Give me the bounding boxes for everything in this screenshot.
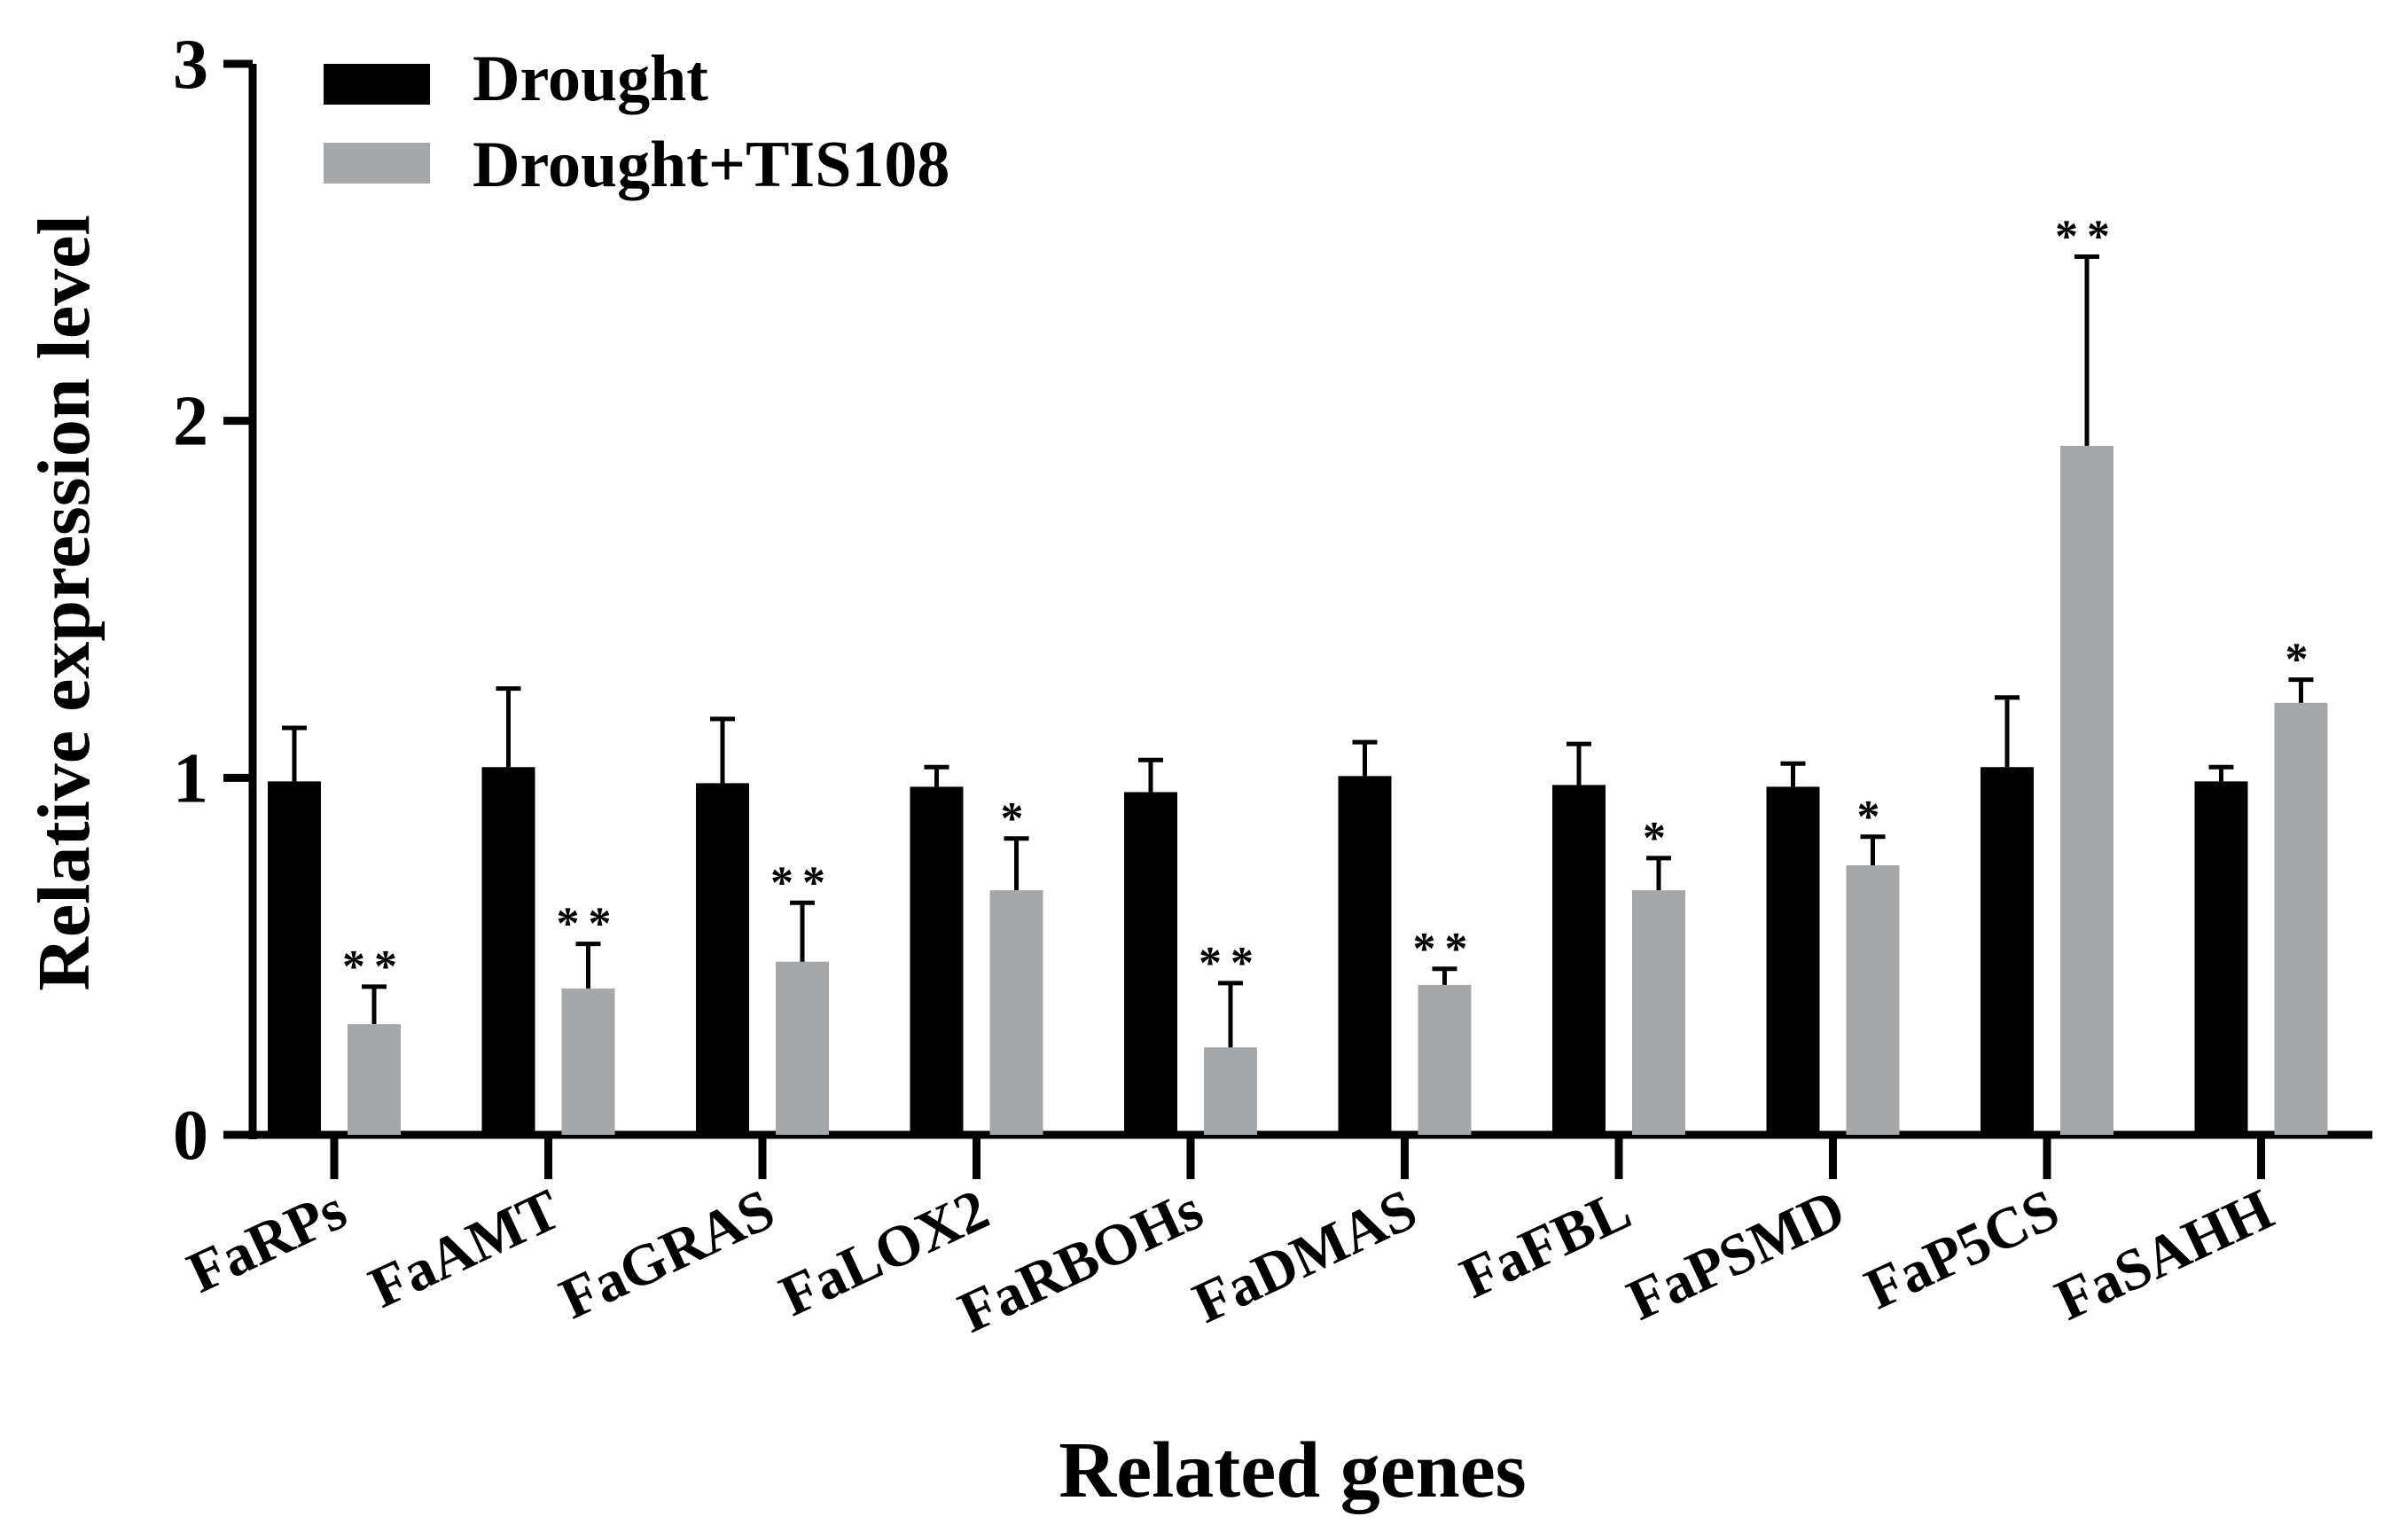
legend-swatch-drought [324, 64, 430, 105]
significance-label: * [1643, 813, 1675, 864]
x-tick-label: FaSAHH [2046, 1176, 2283, 1333]
bar [1418, 984, 1472, 1135]
y-tick-label: 0 [173, 1097, 208, 1175]
significance-label: ** [770, 857, 834, 908]
bar [989, 890, 1043, 1135]
bar [1552, 785, 1606, 1135]
bar [2060, 445, 2113, 1135]
bar [2274, 702, 2328, 1135]
y-tick-label: 1 [173, 739, 208, 817]
x-axis-title: Related genes [1059, 1427, 1526, 1514]
bar [910, 786, 964, 1135]
bar [1981, 767, 2034, 1135]
legend-swatch-drought-tis108 [324, 143, 430, 184]
bar [2194, 781, 2248, 1135]
bar [696, 783, 749, 1135]
y-axis: 0 1 2 3 [173, 26, 257, 1175]
significance-label: ** [2055, 211, 2119, 262]
bar [1766, 786, 1820, 1135]
x-tick-label: FaRPs [178, 1176, 355, 1305]
significance-label: * [1001, 793, 1033, 844]
bars: ********* *** **** [268, 211, 2328, 1135]
significance-label: ** [1199, 938, 1262, 989]
x-tick-label: FaRBOHs [949, 1176, 1213, 1345]
bar [1124, 792, 1177, 1135]
bar [1204, 1047, 1257, 1135]
y-axis-title: Relative expression level [23, 215, 105, 991]
significance-label: * [2285, 635, 2317, 685]
bar [1338, 776, 1392, 1135]
significance-label: ** [557, 899, 621, 950]
x-tick-label: FaP5CS [1856, 1176, 2068, 1322]
bar [776, 961, 829, 1135]
y-tick-label: 3 [173, 26, 208, 104]
significance-label: ** [342, 942, 406, 992]
x-tick-label: FaAMT [360, 1176, 570, 1320]
significance-label: ** [1413, 924, 1477, 974]
legend: Drought Drought+TIS108 [324, 43, 949, 201]
significance-label: * [1857, 792, 1889, 842]
bar [268, 781, 321, 1135]
bar [348, 1024, 401, 1135]
legend-label-drought: Drought [473, 43, 708, 115]
legend-label-drought-tis108: Drought+TIS108 [473, 129, 949, 201]
x-tick-label: FaGRAS [551, 1176, 784, 1332]
x-tick-label: FaDMAS [1184, 1176, 1426, 1335]
y-tick-label: 2 [173, 383, 208, 461]
bar [1632, 890, 1685, 1135]
bar [561, 988, 615, 1135]
bar [481, 767, 535, 1135]
bar [1846, 864, 1900, 1135]
x-tick-label: FaPSMD [1618, 1176, 1855, 1333]
x-tick-label: FaFBL [1451, 1176, 1641, 1310]
